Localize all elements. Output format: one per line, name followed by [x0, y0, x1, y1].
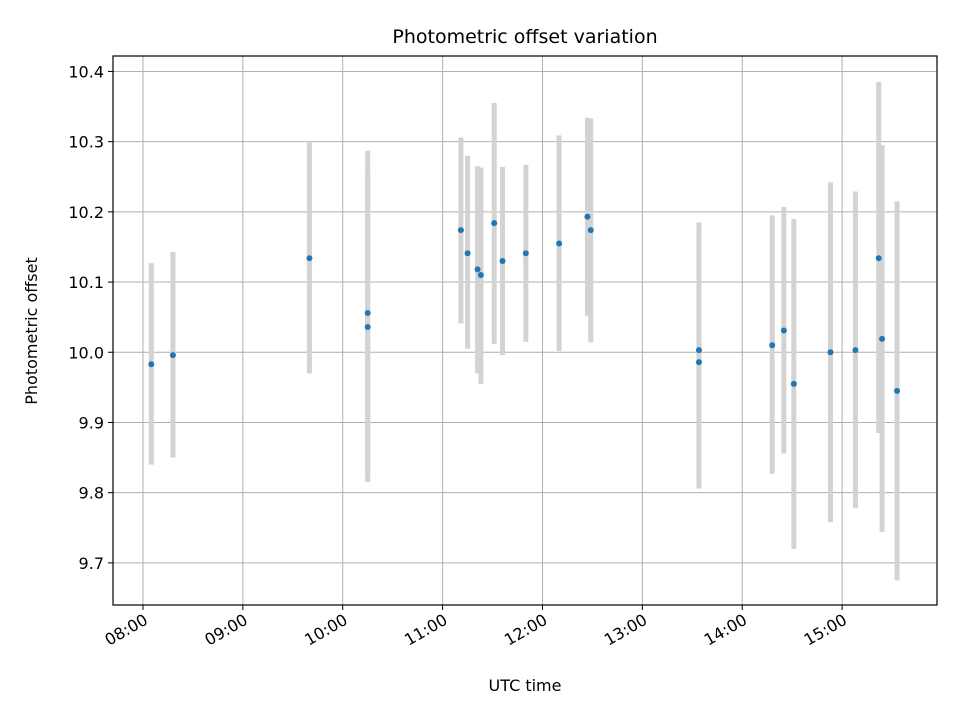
y-tick-label: 10.4	[68, 62, 104, 81]
data-point	[556, 240, 563, 247]
data-point	[587, 227, 594, 234]
data-point	[364, 323, 371, 330]
data-point	[364, 309, 371, 316]
data-points	[148, 213, 901, 394]
y-tick-label: 10.1	[68, 273, 104, 292]
y-tick-label: 9.8	[79, 484, 104, 503]
data-point	[879, 335, 886, 342]
data-point	[695, 347, 702, 354]
plot-frame	[112, 55, 938, 606]
data-point	[852, 347, 859, 354]
data-point	[477, 272, 484, 279]
data-point	[584, 213, 591, 220]
y-tick-label: 9.9	[79, 413, 104, 432]
data-point	[790, 380, 797, 387]
data-point	[169, 352, 176, 359]
y-tick-label: 10.2	[68, 203, 104, 222]
chart-title: Photometric offset variation	[392, 26, 657, 48]
data-point	[522, 250, 529, 257]
data-point	[474, 266, 481, 273]
data-point	[499, 257, 506, 264]
data-point	[894, 387, 901, 394]
data-point	[780, 327, 787, 334]
data-point	[769, 342, 776, 349]
x-axis-label: UTC time	[489, 676, 562, 695]
y-tick-label: 9.7	[79, 554, 104, 573]
data-point	[827, 349, 834, 356]
data-point	[306, 255, 313, 262]
y-axis-label: Photometric offset	[22, 257, 41, 405]
y-tick-label: 10.3	[68, 133, 104, 152]
y-axis: 9.7 9.8 9.9 10.0 10.1 10.2 10.3 10.4	[68, 62, 113, 573]
data-point	[457, 227, 464, 234]
data-point	[875, 255, 882, 262]
data-point	[491, 220, 498, 227]
y-tick-label: 10.0	[68, 343, 104, 362]
data-point	[695, 359, 702, 366]
data-point	[148, 361, 155, 368]
data-point	[464, 250, 471, 257]
